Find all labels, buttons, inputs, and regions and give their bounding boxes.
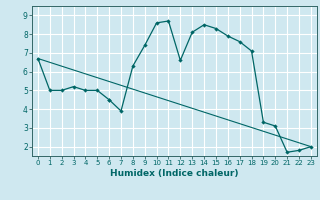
X-axis label: Humidex (Indice chaleur): Humidex (Indice chaleur)	[110, 169, 239, 178]
